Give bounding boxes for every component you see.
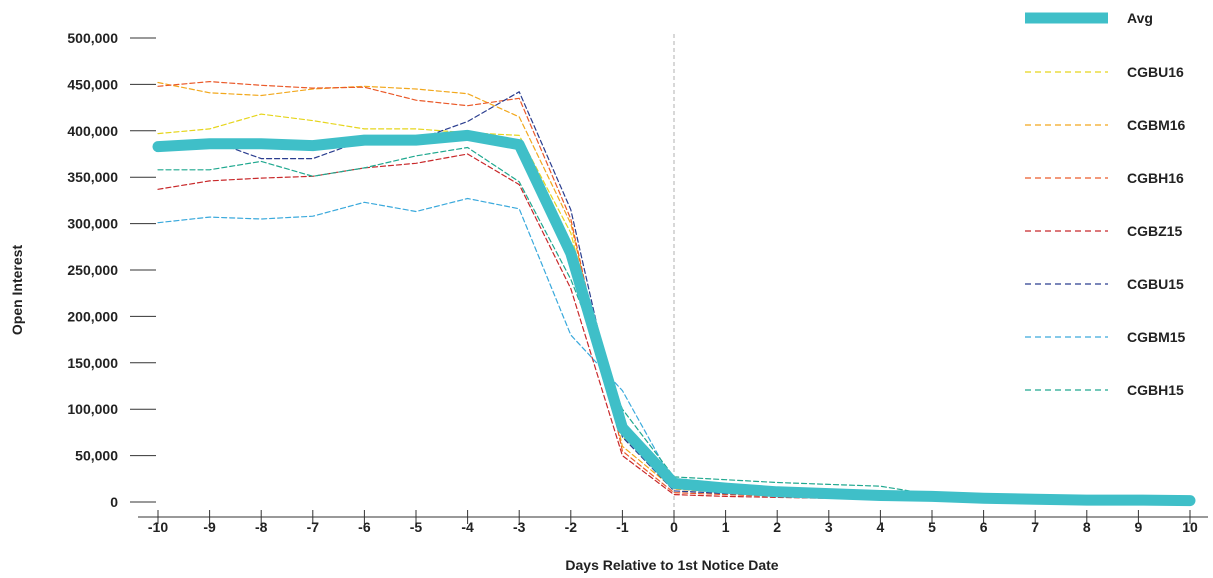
y-tick-label: 300,000 [67,216,118,232]
legend-item-cgbu15: CGBU15 [1025,276,1184,292]
legend-item-cgbz15: CGBZ15 [1025,223,1182,239]
legend-label: CGBU15 [1127,276,1184,292]
y-tick-label: 50,000 [75,448,118,464]
y-axis: 0 50,000 100,000 150,000 200,000 250,000 300,0… [67,30,156,510]
y-tick-label: 100,000 [67,401,118,417]
legend-item-cgbh16: CGBH16 [1025,170,1184,186]
x-tick-label: 10 [1182,519,1198,535]
legend-label: CGBZ15 [1127,223,1182,239]
x-tick-label: -8 [255,519,268,535]
legend-item-cgbh15: CGBH15 [1025,382,1184,398]
legend-label: Avg [1127,10,1153,26]
legend-label: CGBM16 [1127,117,1186,133]
x-tick-label: 1 [722,519,730,535]
x-tick-label: 2 [773,519,781,535]
y-tick-label: 450,000 [67,76,118,92]
x-tick-label: 7 [1031,519,1039,535]
x-tick-label: -3 [513,519,526,535]
y-tick-label: 150,000 [67,355,118,371]
legend-item-cgbu16: CGBU16 [1025,64,1184,80]
x-tick-label: -6 [358,519,371,535]
y-tick-label: 350,000 [67,169,118,185]
series-line-avg [152,129,1196,507]
x-axis: -10 -9 -8 -7 -6 -5 -4 -3 -2 -1 0 1 2 3 4 5 6 7 8 9 10 [138,510,1208,535]
legend-item-cgbm16: CGBM16 [1025,117,1186,133]
x-tick-label: 0 [670,519,678,535]
legend-label: CGBU16 [1127,64,1184,80]
x-tick-label: 4 [877,519,885,535]
y-tick-label: 0 [110,494,118,510]
x-tick-label: -5 [410,519,423,535]
x-tick-label: 5 [928,519,936,535]
x-axis-title: Days Relative to 1st Notice Date [565,557,778,573]
x-tick-label: 3 [825,519,833,535]
y-tick-label: 500,000 [67,30,118,46]
x-tick-label: -4 [461,519,474,535]
x-tick-label: 6 [980,519,988,535]
legend-label: CGBH15 [1127,382,1184,398]
legend: Avg CGBU16 CGBM16 CGBH16 CGBZ15 CGBU15 CGBM15 C… [1025,10,1186,398]
x-tick-label: 9 [1135,519,1143,535]
x-tick-label: -9 [203,519,216,535]
x-tick-label: -1 [616,519,629,535]
series-layer [152,80,1196,507]
legend-item-avg: Avg [1025,10,1153,26]
y-tick-label: 250,000 [67,262,118,278]
y-axis-title: Open Interest [9,245,25,336]
legend-label: CGBH16 [1127,170,1184,186]
legend-label: CGBM15 [1127,329,1186,345]
y-tick-label: 400,000 [67,123,118,139]
legend-item-cgbm15: CGBM15 [1025,329,1186,345]
y-tick-label: 200,000 [67,308,118,324]
x-tick-label: -7 [307,519,320,535]
x-tick-label: 8 [1083,519,1091,535]
x-tick-label: -10 [148,519,168,535]
x-tick-label: -2 [565,519,578,535]
